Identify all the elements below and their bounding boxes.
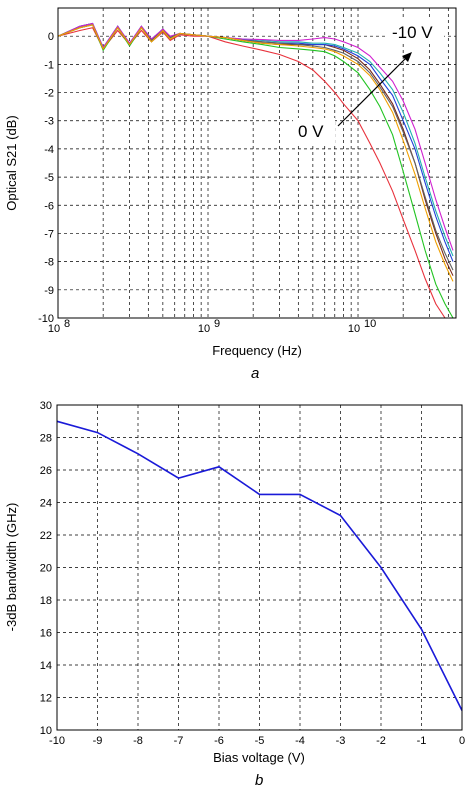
chart-b-frame <box>56 404 463 731</box>
chart-b-series-group <box>56 420 463 711</box>
chart-b-y-tick-label: 14 <box>40 660 52 672</box>
chart-b-xlabel: Bias voltage (V) <box>213 750 305 765</box>
chart-b-y-tick-label: 10 <box>40 725 52 737</box>
annotation-arrow-head <box>402 52 412 62</box>
annotation-arrow-line <box>337 55 409 127</box>
chart-a-series-line <box>57 22 454 251</box>
annotation-minus-10v: -10 V <box>392 23 433 42</box>
chart-b-y-tick-label: 20 <box>40 563 52 575</box>
chart-a-series-line <box>57 24 454 282</box>
chart-b-x-tick-label: 0 <box>459 735 465 747</box>
chart-a-y-tick-label: -10 <box>38 313 54 325</box>
chart-a-y-tick-label: -9 <box>44 285 54 297</box>
chart-b-x-tick-label: -10 <box>49 735 65 747</box>
chart-b-x-tick-label: -9 <box>93 735 103 747</box>
chart-a-plot-area <box>58 8 456 318</box>
chart-a-ylabel: Optical S21 (dB) <box>4 115 19 210</box>
chart-a-frame <box>57 7 457 319</box>
chart-b-y-tick-label: 28 <box>40 433 52 445</box>
chart-a-x-tick-exponent: 9 <box>214 318 220 330</box>
chart-a-y-ticks: 0 -1 -2 -3 -4 -5 -6 -7 -8 -9 -10 <box>38 31 54 325</box>
chart-b-x-tick-label: -5 <box>255 735 265 747</box>
chart-a-x-tick-label: 10 <box>348 323 360 335</box>
chart-b-x-tick-label: -4 <box>295 735 305 747</box>
chart-b-x-tick-label: -3 <box>336 735 346 747</box>
chart-a-x-tick-exponent: 10 <box>364 318 376 330</box>
chart-a-y-tick-label: -4 <box>44 144 54 156</box>
chart-b-x-tick-label: -8 <box>133 735 143 747</box>
chart-b-y-tick-label: 30 <box>40 400 52 412</box>
chart-a-series-line <box>57 24 454 319</box>
chart-b-ylabel: -3dB bandwidth (GHz) <box>4 503 19 632</box>
chart-a-y-tick-label: -3 <box>44 116 54 128</box>
chart-b-x-tick-label: -7 <box>174 735 184 747</box>
chart-a-y-tick-label: -2 <box>44 88 54 100</box>
chart-b-y-tick-label: 18 <box>40 595 52 607</box>
chart-a-y-tick-label: -6 <box>44 200 54 212</box>
chart-a-x-tick-label: 10 <box>198 323 210 335</box>
chart-b-series-line <box>56 420 463 711</box>
chart-b-x-ticks: -10 -9 -8 -7 -6 -5 -4 -3 -2 -1 0 <box>49 735 465 747</box>
chart-a: 0 -1 -2 -3 -4 -5 -6 -7 -8 -9 -10 10 8 10 9 10 10 Freque… <box>4 7 457 382</box>
chart-a-x-tick-exponent: 8 <box>64 318 70 330</box>
chart-a-x-tick-label: 10 <box>48 323 60 335</box>
annotation-box-0v <box>293 118 335 144</box>
chart-a-y-tick-label: -1 <box>44 59 54 71</box>
caption-b: b <box>255 772 263 789</box>
chart-b-x-tick-label: -1 <box>417 735 427 747</box>
annotation-0v: 0 V <box>298 122 324 141</box>
chart-a-xlabel: Frequency (Hz) <box>212 343 302 358</box>
chart-b-y-tick-label: 26 <box>40 465 52 477</box>
chart-b-y-tick-label: 16 <box>40 628 52 640</box>
chart-a-y-tick-label: 0 <box>48 31 54 43</box>
chart-b-y-ticks: 10 12 14 16 18 20 22 24 26 28 30 <box>40 400 52 737</box>
chart-b-y-tick-label: 22 <box>40 530 52 542</box>
chart-b-x-tick-label: -6 <box>214 735 224 747</box>
chart-a-y-tick-label: -7 <box>44 228 54 240</box>
chart-a-series-group <box>57 22 454 319</box>
chart-b-y-tick-label: 24 <box>40 498 52 510</box>
chart-a-y-tick-label: -8 <box>44 257 54 269</box>
chart-b-y-tick-label: 12 <box>40 693 52 705</box>
chart-a-y-tick-label: -5 <box>44 172 54 184</box>
chart-b-x-tick-label: -2 <box>376 735 386 747</box>
chart-a-x-ticks: 10 8 10 9 10 10 <box>48 318 376 335</box>
annotation-box-10v <box>388 18 444 44</box>
caption-a: a <box>251 365 259 382</box>
